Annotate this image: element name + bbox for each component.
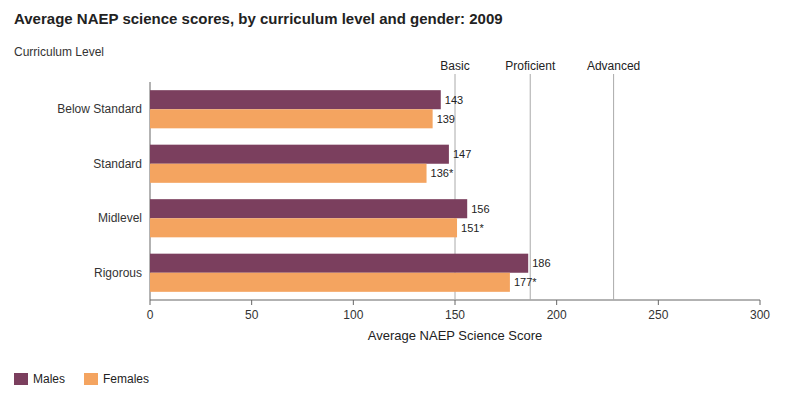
bar bbox=[150, 90, 441, 109]
data-labels: 143 147 156 186 139 136* 151* 177* bbox=[431, 94, 551, 289]
x-tick-label: 50 bbox=[245, 308, 259, 322]
y-axis-label: Curriculum Level bbox=[14, 45, 104, 59]
bars bbox=[150, 90, 528, 292]
x-tick bbox=[150, 300, 151, 305]
x-axis-label: Average NAEP Science Score bbox=[368, 328, 542, 343]
y-tick-label: Standard bbox=[93, 157, 142, 171]
x-tick bbox=[556, 300, 557, 305]
x-tick-label: 250 bbox=[648, 308, 668, 322]
data-label: 156 bbox=[471, 203, 489, 215]
legend-label: Females bbox=[103, 372, 149, 386]
y-axis: Below Standard Standard Midlevel Rigorous bbox=[57, 102, 142, 280]
bar bbox=[150, 218, 457, 237]
legend-item: Females bbox=[84, 372, 149, 386]
data-label: 136* bbox=[431, 167, 454, 179]
reference-line-stub bbox=[530, 74, 531, 82]
reference-line bbox=[613, 82, 614, 300]
chart: Average NAEP science scores, by curricul… bbox=[0, 0, 800, 395]
x-tick-label: 100 bbox=[343, 308, 363, 322]
bar bbox=[150, 273, 510, 292]
reference-line-stub bbox=[613, 74, 614, 82]
bar bbox=[150, 254, 528, 273]
x-tick-label: 0 bbox=[147, 308, 154, 322]
data-label: 139 bbox=[437, 113, 455, 125]
reference-line-stub bbox=[455, 74, 456, 82]
x-tick bbox=[353, 300, 354, 305]
legend-swatch bbox=[84, 373, 98, 385]
bar bbox=[150, 199, 467, 218]
bar bbox=[150, 164, 427, 183]
x-tick-label: 200 bbox=[547, 308, 567, 322]
y-tick-label: Below Standard bbox=[57, 102, 142, 116]
x-axis: 0 50 100 150 200 250 300 bbox=[147, 300, 771, 322]
reference-line bbox=[530, 82, 531, 300]
x-tick bbox=[455, 300, 456, 305]
legend: Males Females bbox=[14, 372, 149, 386]
data-label: 186 bbox=[532, 257, 550, 269]
x-tick bbox=[251, 300, 252, 305]
title: Average NAEP science scores, by curricul… bbox=[14, 10, 503, 27]
data-label: 177* bbox=[514, 276, 537, 288]
bar bbox=[150, 109, 433, 128]
annotation: Advanced bbox=[587, 59, 640, 73]
legend-swatch bbox=[14, 373, 28, 385]
annotation: Basic bbox=[440, 59, 469, 73]
y-tick-label: Rigorous bbox=[94, 266, 142, 280]
annotation: Proficient bbox=[505, 59, 556, 73]
x-tick bbox=[760, 300, 761, 305]
legend-item: Males bbox=[14, 372, 65, 386]
data-label: 147 bbox=[453, 148, 471, 160]
x-tick-label: 150 bbox=[445, 308, 465, 322]
x-tick bbox=[658, 300, 659, 305]
y-tick-label: Midlevel bbox=[98, 211, 142, 225]
x-tick-label: 300 bbox=[750, 308, 770, 322]
legend-label: Males bbox=[33, 372, 65, 386]
data-label: 143 bbox=[445, 94, 463, 106]
data-label: 151* bbox=[461, 222, 484, 234]
bar bbox=[150, 145, 449, 164]
